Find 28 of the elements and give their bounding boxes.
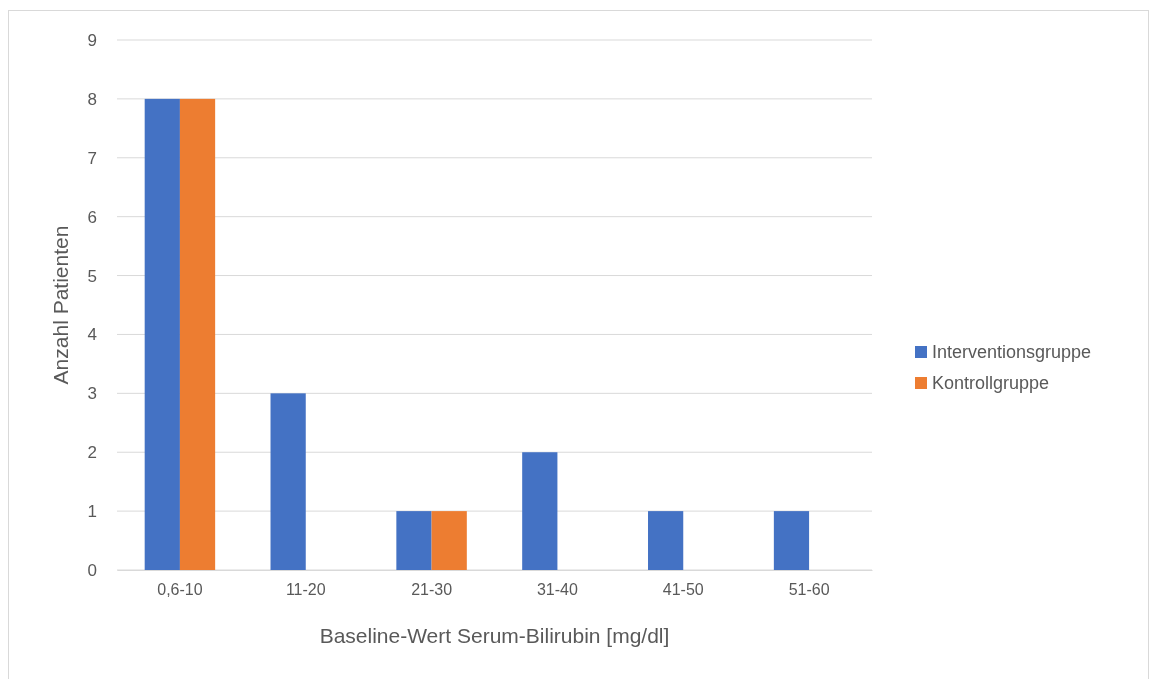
bar xyxy=(179,98,216,570)
y-axis-title: Anzahl Patienten xyxy=(49,225,72,385)
bar xyxy=(522,452,558,570)
x-tick-label: 0,6-10 xyxy=(157,581,203,599)
x-tick-label: 11-20 xyxy=(285,581,326,599)
x-axis-title: Baseline-Wert Serum-Bilirubin [mg/dl] xyxy=(319,624,670,647)
y-tick-label: 1 xyxy=(87,502,97,522)
bar xyxy=(396,511,432,570)
x-tick-label: 31-40 xyxy=(536,581,578,599)
y-tick-label: 0 xyxy=(87,560,97,580)
bar xyxy=(431,511,467,570)
bar xyxy=(773,511,810,570)
y-tick-label: 8 xyxy=(87,89,97,109)
y-tick-label: 7 xyxy=(87,148,97,168)
legend-label: Kontrollgruppe xyxy=(932,373,1050,393)
x-tick-label: 41-50 xyxy=(662,581,704,599)
x-tick-label: 21-30 xyxy=(411,581,453,599)
y-tick-label: 5 xyxy=(87,266,97,286)
bar xyxy=(648,511,684,570)
y-tick-label: 9 xyxy=(87,30,97,50)
y-tick-label: 4 xyxy=(87,325,97,345)
legend-label: Interventionsgruppe xyxy=(932,342,1092,362)
bar xyxy=(270,393,306,570)
x-tick-label: 51-60 xyxy=(788,581,830,599)
bar xyxy=(144,98,180,570)
y-tick-label: 3 xyxy=(87,384,97,404)
y-tick-label: 6 xyxy=(87,207,97,227)
y-tick-label: 2 xyxy=(87,443,97,463)
